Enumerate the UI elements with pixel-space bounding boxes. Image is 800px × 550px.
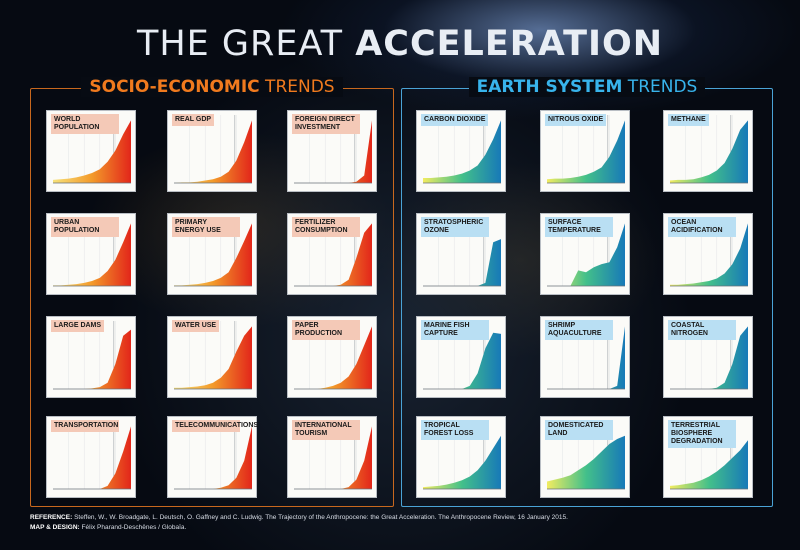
area-series (53, 120, 131, 183)
chart-fertilizer-consumption: Fertilizer Consumption (287, 213, 377, 295)
chart-world-population: World Population (46, 110, 136, 192)
chart-large-dams: Large Dams (46, 316, 136, 398)
reference-line: REFERENCE: Steffen, W., W. Broadgate, L.… (30, 513, 568, 523)
area-series (174, 223, 252, 286)
area-series (53, 329, 131, 389)
reference-text: Steffen, W., W. Broadgate, L. Deutsch, O… (72, 514, 568, 521)
chart-urban-population: Urban Population (46, 213, 136, 295)
design-text: Félix Pharand-Deschênes / Globaïa. (79, 524, 187, 531)
socio-economic-heading-bold: SOCIO-ECONOMIC (89, 77, 260, 97)
area-series (294, 426, 372, 489)
credits: REFERENCE: Steffen, W., W. Broadgate, L.… (30, 513, 568, 533)
chart-title: Transportation (51, 420, 119, 432)
chart-title: Fertilizer Consumption (292, 217, 360, 237)
design-label: MAP & DESIGN: (30, 524, 80, 531)
area-series (423, 332, 501, 389)
chart-plot (423, 115, 501, 184)
chart-title: Surface Temperature (545, 217, 613, 237)
chart-water-use: Water Use (167, 316, 257, 398)
page-title: THE GREAT ACCELERATION (0, 24, 800, 64)
chart-international-tourism: International Tourism (287, 416, 377, 498)
area-series (547, 223, 625, 286)
reference-label: REFERENCE: (30, 514, 73, 521)
chart-title: Water Use (172, 320, 220, 332)
area-series (53, 426, 131, 489)
chart-plot (53, 321, 131, 390)
chart-title: Urban Population (51, 217, 119, 237)
chart-title: Marine Fish Capture (421, 320, 489, 340)
chart-title: Methane (668, 114, 709, 126)
chart-title: Foreign Direct Investment (292, 114, 360, 134)
area-series (174, 120, 252, 183)
title-light: THE GREAT (136, 24, 356, 64)
chart-title: World Population (51, 114, 119, 134)
area-series (423, 435, 501, 489)
chart-stratospheric-ozone: Stratospheric Ozone (416, 213, 506, 295)
area-series (53, 223, 131, 286)
area-series (670, 440, 748, 489)
area-series (547, 120, 625, 183)
socio-economic-heading-light: TRENDS (259, 77, 335, 97)
chart-real-gdp: Real GDP (167, 110, 257, 192)
chart-primary-energy-use: Primary Energy Use (167, 213, 257, 295)
chart-telecommunications: Telecommunications (167, 416, 258, 498)
area-series (670, 326, 748, 389)
chart-terrestrial-biosphere-degradation: Terrestrial Biosphere Degradation (663, 416, 753, 498)
area-series (294, 223, 372, 286)
area-series (670, 223, 748, 286)
chart-title: Telecommunications (172, 420, 258, 432)
chart-plot (294, 115, 372, 184)
chart-ocean-acidification: Ocean Acidification (663, 213, 753, 295)
chart-title: Nitrous Oxide (545, 114, 607, 126)
chart-title: Primary Energy Use (172, 217, 240, 237)
chart-transportation: Transportation (46, 416, 136, 498)
socio-economic-heading: SOCIO-ECONOMIC TRENDS (31, 77, 393, 97)
chart-paper-production: Paper Production (287, 316, 377, 398)
chart-marine-fish-capture: Marine Fish Capture (416, 316, 506, 398)
chart-title: Terrestrial Biosphere Degradation (668, 420, 736, 448)
earth-system-panel: EARTH SYSTEM TRENDS (401, 77, 773, 507)
area-series (670, 120, 748, 183)
area-series (294, 120, 372, 183)
chart-surface-temperature: Surface Temperature (540, 213, 630, 295)
area-series (547, 435, 625, 489)
chart-title: Stratospheric Ozone (421, 217, 489, 237)
chart-title: Tropical Forest Loss (421, 420, 489, 440)
chart-domesticated-land: Domesticated Land (540, 416, 630, 498)
chart-coastal-nitrogen: Coastal Nitrogen (663, 316, 753, 398)
chart-plot (174, 115, 252, 184)
chart-title: Domesticated Land (545, 420, 613, 440)
earth-system-heading-light: TRENDS (622, 77, 698, 97)
chart-title: Paper Production (292, 320, 360, 340)
chart-title: Shrimp Aquaculture (545, 320, 613, 340)
chart-title: International Tourism (292, 420, 360, 440)
chart-shrimp-aquaculture: Shrimp Aquaculture (540, 316, 630, 398)
chart-plot (670, 115, 748, 184)
area-series (174, 426, 252, 489)
area-series (294, 326, 372, 389)
chart-plot (174, 421, 252, 490)
chart-methane: Methane (663, 110, 753, 192)
area-series (423, 120, 501, 183)
chart-foreign-direct-investment: Foreign Direct Investment (287, 110, 377, 192)
earth-system-heading: EARTH SYSTEM TRENDS (402, 77, 772, 97)
area-series (174, 326, 252, 389)
socio-economic-panel: SOCIO-ECONOMIC TRENDS (30, 77, 394, 507)
chart-title: Coastal Nitrogen (668, 320, 736, 340)
chart-plot (53, 421, 131, 490)
chart-title: Ocean Acidification (668, 217, 736, 237)
design-line: MAP & DESIGN: Félix Pharand-Deschênes / … (30, 523, 568, 533)
chart-tropical-forest-loss: Tropical Forest Loss (416, 416, 506, 498)
chart-plot (174, 321, 252, 390)
chart-carbon-dioxide: Carbon Dioxide (416, 110, 506, 192)
chart-title: Carbon Dioxide (421, 114, 489, 126)
chart-nitrous-oxide: Nitrous Oxide (540, 110, 630, 192)
area-series (423, 239, 501, 286)
title-bold: ACCELERATION (355, 24, 664, 64)
chart-title: Real GDP (172, 114, 215, 126)
chart-plot (547, 115, 625, 184)
earth-system-heading-bold: EARTH SYSTEM (476, 77, 623, 97)
chart-title: Large Dams (51, 320, 105, 332)
